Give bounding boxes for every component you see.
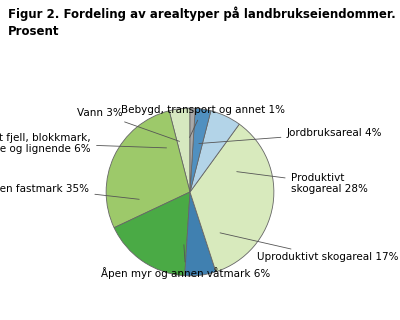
Wedge shape — [106, 111, 190, 228]
Text: Bart fjell, blokkmark,
bre og lignende 6%: Bart fjell, blokkmark, bre og lignende 6… — [0, 132, 166, 154]
Text: Vann 3%: Vann 3% — [77, 108, 180, 141]
Wedge shape — [190, 124, 274, 272]
Text: Produktivt
skogareal 28%: Produktivt skogareal 28% — [237, 172, 368, 195]
Text: Åpen fastmark 35%: Åpen fastmark 35% — [0, 182, 139, 199]
Wedge shape — [190, 111, 239, 192]
Text: Jordbruksareal 4%: Jordbruksareal 4% — [199, 128, 382, 144]
Wedge shape — [190, 108, 195, 192]
Text: Uproduktivt skogareal 17%: Uproduktivt skogareal 17% — [220, 233, 398, 262]
Wedge shape — [114, 192, 190, 276]
Text: Figur 2. Fordeling av arealtyper på landbrukseiendommer. 2010.
Prosent: Figur 2. Fordeling av arealtyper på land… — [8, 6, 400, 38]
Text: Bebygd, transport og annet 1%: Bebygd, transport og annet 1% — [120, 105, 284, 138]
Text: Åpen myr og annen våtmark 6%: Åpen myr og annen våtmark 6% — [101, 245, 270, 279]
Wedge shape — [190, 108, 211, 192]
Wedge shape — [169, 108, 190, 192]
Wedge shape — [185, 192, 216, 276]
